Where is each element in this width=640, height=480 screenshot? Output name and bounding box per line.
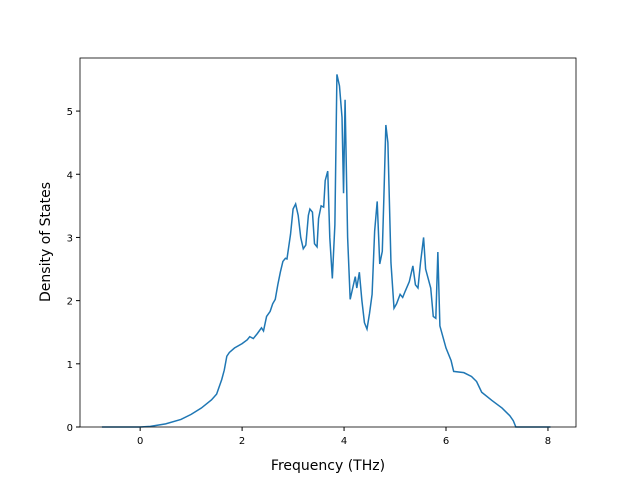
y-tick-label: 5 bbox=[67, 107, 73, 118]
x-tick-label: 8 bbox=[545, 436, 551, 447]
y-tick-label: 2 bbox=[67, 297, 73, 308]
y-tick-label: 4 bbox=[67, 170, 73, 181]
x-tick-label: 4 bbox=[341, 436, 347, 447]
x-axis-label: Frequency (THz) bbox=[271, 458, 385, 474]
y-axis-label: Density of States bbox=[38, 182, 54, 302]
y-tick-label: 0 bbox=[67, 423, 73, 434]
plot-frame bbox=[79, 57, 577, 428]
data-line bbox=[101, 74, 551, 428]
y-tick-label: 1 bbox=[67, 360, 73, 371]
x-tick-label: 6 bbox=[443, 436, 449, 447]
x-tick-label: 0 bbox=[137, 436, 143, 447]
x-tick-label: 2 bbox=[239, 436, 245, 447]
y-tick-label: 3 bbox=[67, 233, 73, 244]
